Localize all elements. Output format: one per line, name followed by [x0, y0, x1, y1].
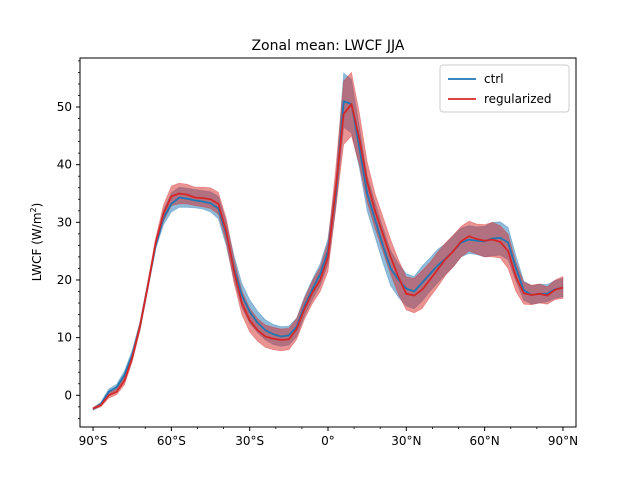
y-axis-label: LWCF (W/m2) [29, 203, 44, 282]
y-tick-label: 10 [57, 331, 72, 345]
x-tick-label: 60°N [470, 434, 500, 448]
legend: ctrl regularized [439, 64, 570, 113]
x-tick-label: 90°N [548, 434, 578, 448]
y-tick-label: 40 [57, 158, 72, 172]
y-tick-label: 30 [57, 215, 72, 229]
legend-box [439, 64, 570, 113]
y-tick-label: 0 [64, 388, 72, 402]
series-lines [92, 100, 564, 410]
y-tick-label: 50 [57, 100, 72, 114]
band-regularized [92, 71, 564, 411]
x-axis: 90°S 60°S 30°S 0° 30°N 60°N 90°N [79, 427, 578, 448]
legend-label-ctrl: ctrl [484, 72, 504, 86]
legend-label-regularized: regularized [484, 92, 552, 106]
x-tick-label: 30°N [391, 434, 421, 448]
x-tick-label: 60°S [157, 434, 186, 448]
y-axis-label-base: LWCF (W/m [30, 212, 44, 281]
x-tick-label: 90°S [79, 434, 108, 448]
y-axis-label-end: ) [30, 203, 44, 208]
y-axis-label-sup: 2 [29, 207, 38, 212]
y-axis: 0 10 20 30 40 50 [57, 60, 80, 419]
chart-title: Zonal mean: LWCF JJA [251, 38, 404, 54]
y-tick-label: 20 [57, 273, 72, 287]
x-tick-label: 0° [321, 434, 335, 448]
plot-area [92, 71, 564, 411]
x-tick-label: 30°S [235, 434, 264, 448]
uncertainty-bands [92, 71, 564, 411]
